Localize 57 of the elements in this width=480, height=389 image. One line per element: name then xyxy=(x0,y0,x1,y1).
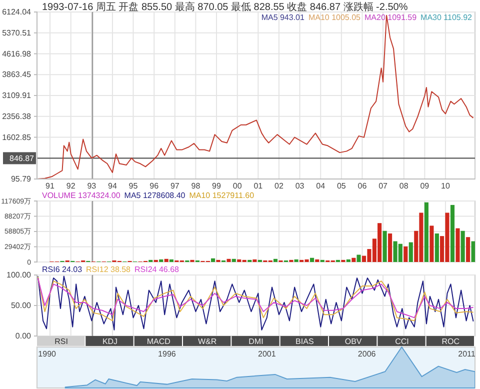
x-tick-label: 98 xyxy=(191,182,201,191)
y-tick-label: 0.00 xyxy=(15,332,32,341)
x-tick-label: 09 xyxy=(420,182,430,191)
annotation: MA20 1091.59 xyxy=(364,13,418,22)
annotation: MA5 943.01 xyxy=(261,13,306,22)
y-tick-label: 3109.91 xyxy=(2,91,32,100)
y-tick-label: 95.79 xyxy=(10,174,32,184)
series-label: RSI6 24.03 xyxy=(42,265,83,274)
x-tick-label: 1990 xyxy=(38,350,57,359)
text: DMI xyxy=(248,337,264,346)
text: OBV xyxy=(344,337,362,346)
text: BIAS xyxy=(296,337,314,346)
text: VOLUME 1374324.00 xyxy=(42,191,121,200)
text: CCI xyxy=(395,337,409,346)
x-tick-label: 92 xyxy=(66,182,76,191)
y-tick-label: 6124.04 xyxy=(2,8,32,17)
x-tick-label: 99 xyxy=(212,182,222,191)
x-tick-label: 1996 xyxy=(158,350,176,359)
text: ROC xyxy=(442,337,460,346)
y-tick-label: 5370.51 xyxy=(2,28,32,38)
y-tick-label: 3863.45 xyxy=(2,70,32,80)
y-tick-label: 100.00 xyxy=(6,270,32,280)
x-tick-label: 00 xyxy=(232,182,242,191)
x-tick-label: 2001 xyxy=(258,350,276,359)
text: RSI xyxy=(54,337,68,346)
x-tick-label: 03 xyxy=(295,182,305,191)
text: MACD xyxy=(146,337,171,346)
x-tick-label: 96 xyxy=(150,182,160,191)
text: RSI24 46.68 xyxy=(134,265,180,274)
x-tick-label: 02 xyxy=(274,182,284,191)
x-tick-label: 93 xyxy=(87,182,97,191)
text: W&R xyxy=(198,337,217,346)
x-tick-label: 08 xyxy=(399,182,409,191)
chart-title: 1993-07-16 周五 开盘 855.50 最高 870.05 最低 828.55 收盘 846.87 涨跌幅 -2.50% xyxy=(42,1,408,13)
text: MA5 1278608.40 xyxy=(124,191,186,200)
x-tick-label: 07 xyxy=(378,182,388,191)
x-tick-label: 91 xyxy=(46,182,55,191)
y-tick-label: 1602.85 xyxy=(2,132,32,142)
x-tick-label: 04 xyxy=(316,182,326,191)
y-tick-label: 4616.98 xyxy=(2,49,32,58)
annotation: MA30 1105.92 xyxy=(420,13,473,22)
x-tick-label: 97 xyxy=(170,182,180,191)
y-tick-label: 50.00 xyxy=(10,301,32,310)
x-tick-label: 05 xyxy=(336,182,346,191)
text: RSI12 38.58 xyxy=(86,265,132,274)
annotation: MA10 1005.05 xyxy=(308,13,362,22)
x-tick-label: 2011 xyxy=(458,350,476,359)
x-tick-label: 06 xyxy=(358,182,368,191)
ref-line-label: 846.87 xyxy=(10,154,35,164)
x-tick-label: 2006 xyxy=(358,350,376,359)
x-tick-label: 10 xyxy=(441,182,450,191)
x-tick-label: 94 xyxy=(108,182,118,191)
y-tick-label: 2356.38 xyxy=(2,112,32,121)
text: MA10 1527911.60 xyxy=(189,191,255,200)
text: KDJ xyxy=(102,337,118,346)
x-tick-label: 95 xyxy=(128,182,138,191)
x-tick-label: 01 xyxy=(254,182,264,191)
